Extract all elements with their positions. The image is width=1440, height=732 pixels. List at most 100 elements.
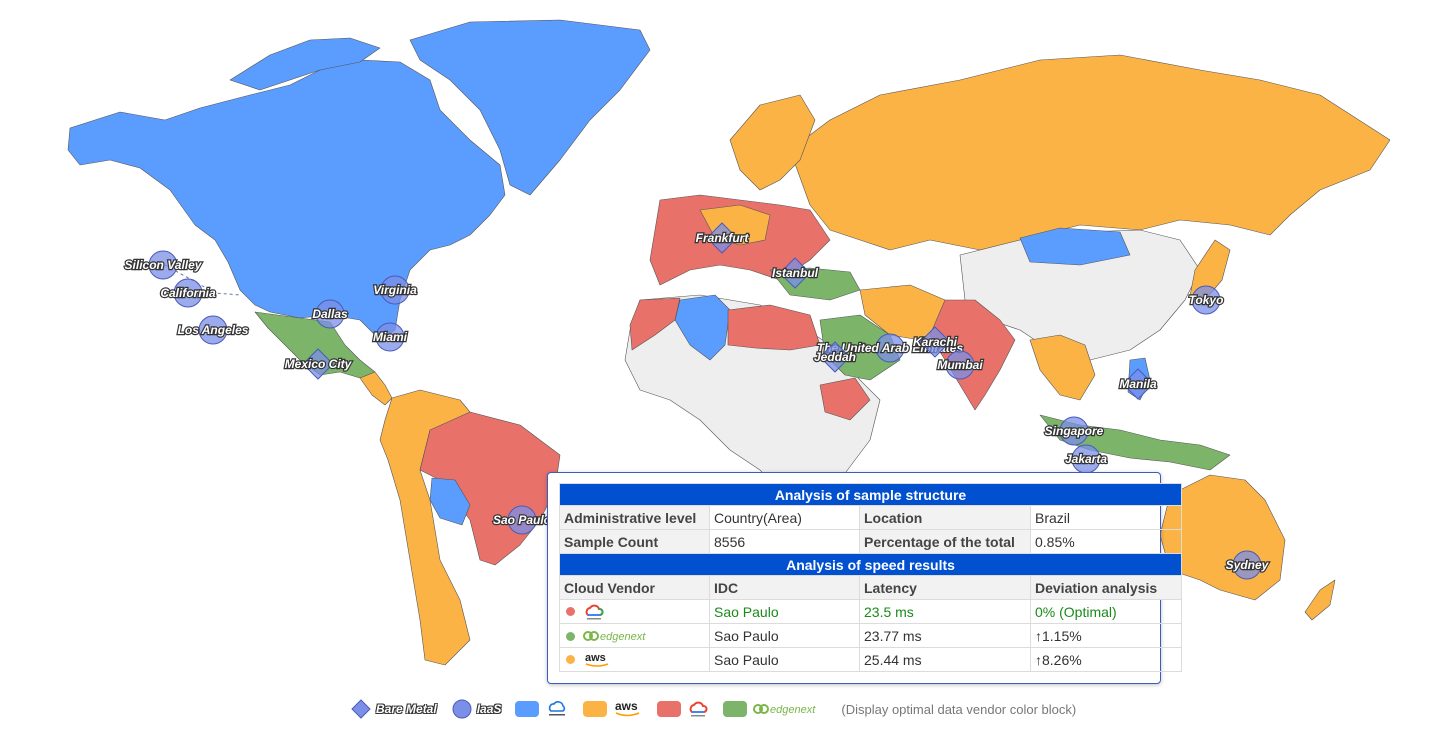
city-label: Tokyo [1189,293,1224,307]
region-new-zealand [1304,579,1336,621]
city-marker-virginia[interactable] [380,275,410,305]
vendor-dot [566,655,575,665]
vendor-dot [566,631,575,641]
row-latency: 23.77 ms [859,623,1031,648]
city-marker-tokyo[interactable] [1191,285,1221,315]
legend-azure[interactable] [515,700,569,718]
azure-cloud-logo-icon [549,701,566,716]
city-label: Dallas [312,307,348,321]
region-libya-egypt [727,304,821,351]
city-marker-mumbai[interactable] [945,350,975,380]
percentage-label: Percentage of the total [859,529,1031,554]
city-marker-dallas[interactable] [315,299,345,329]
col-idc: IDC [709,575,860,600]
city-label: Mexico City [285,357,353,371]
col-latency: Latency [859,575,1031,600]
city-label: Mumbai [937,358,983,372]
aws-swatch [583,701,608,717]
legend-note: (Display optimal data vendor color block… [841,701,1077,717]
azure-swatch [515,701,540,717]
google-cloud-logo-icon [585,604,604,620]
city-label: Frankfurt [696,231,750,245]
edgenext-legend-text: edgenext [770,704,816,716]
row-deviation: 0% (Optimal) [1029,599,1183,624]
region-bolivia[interactable] [429,477,471,526]
google-cloud-legend-icon [690,701,708,717]
edgenext-swatch [723,701,748,717]
city-marker-frankfurt[interactable] [706,222,738,254]
circle-icon [452,699,472,719]
legend-google[interactable] [657,700,709,718]
region-greenland[interactable] [409,19,651,196]
city-label: Sao Paulo [493,513,551,527]
region-mongolia [1019,227,1131,266]
city-marker-singapore[interactable] [1059,416,1089,446]
legend-aws[interactable]: aws [583,699,643,719]
legend-bare-metal-label: Bare Metal [376,702,437,716]
city-label: Jeddah [814,350,856,364]
table-row: aws Sao Paulo 25.44 ms ↑8.26% [559,647,1183,672]
admin-level-value: Country(Area) [709,505,860,530]
region-scandinavia [729,94,816,191]
city-label: California [160,286,216,300]
region-ethiopia [819,377,871,421]
city-marker-miami[interactable] [375,322,405,352]
city-markers: Silicon Valley California Los Angeles Dalla… [123,222,1271,580]
city-label: Karachi [913,335,958,349]
region-japan [1189,239,1231,301]
city-marker-sao-paulo[interactable] [507,505,537,535]
connector-line [164,264,241,296]
city-marker-silicon-valley[interactable] [148,250,178,280]
info-table: Analysis of sample structure Administrat… [558,483,1183,672]
city-marker-los-angeles[interactable] [198,315,228,345]
speed-title: Analysis of speed results [558,553,1183,576]
col-vendor: Cloud Vendor [559,575,710,600]
aws-logo-text: aws [585,652,606,664]
edgenext-logo-text: edgenext [600,631,646,643]
city-marker-karachi[interactable] [919,326,951,358]
tooltip-panel: Analysis of sample structure Administrat… [547,472,1183,684]
city-marker-istanbul[interactable] [779,257,811,289]
city-marker-manila[interactable] [1122,368,1154,400]
edgenext-legend-icon: edgenext [753,704,817,716]
admin-level-label: Administrative level [559,505,710,530]
region-central-america [359,371,393,406]
row-idc: Sao Paulo [709,647,860,672]
location-label: Location [859,505,1031,530]
city-label: Sydney [1226,558,1270,572]
row-latency: 23.5 ms [859,599,1031,624]
region-algeria[interactable] [674,294,731,361]
city-label: Virginia [373,283,417,297]
aws-legend-logo-icon: aws [615,699,640,717]
region-morocco [629,297,681,351]
legend-iaas-label: IaaS [476,702,502,716]
row-deviation: ↑8.26% [1029,647,1183,672]
region-north-america[interactable] [67,59,506,341]
city-label: Jakarta [1065,452,1107,466]
legend-edgenext[interactable]: edgenext [723,701,825,717]
city-marker-california[interactable] [173,278,203,308]
legend-bare-metal[interactable]: Bare Metal [350,698,437,720]
city-marker-jeddah[interactable] [819,341,851,373]
table-row: Sao Paulo 23.5 ms 0% (Optimal) [559,599,1183,624]
row-deviation: ↑1.15% [1029,623,1183,648]
city-label: Singapore [1045,424,1104,438]
region-canada-islands [229,37,381,91]
sample-count-label: Sample Count [559,529,710,554]
legend-iaas[interactable]: IaaS [451,698,502,720]
edgenext-logo-icon: edgenext [583,631,646,643]
row-idc: Sao Paulo [709,623,860,648]
aws-legend-text: aws [615,699,638,713]
city-marker-sydney[interactable] [1232,550,1262,580]
region-russia[interactable] [789,54,1391,251]
location-value: Brazil [1029,505,1183,530]
city-marker-the-united-arab-emirates[interactable] [875,333,905,363]
city-label: Los Angeles [178,323,249,337]
row-latency: 25.44 ms [859,647,1031,672]
aws-logo-icon: aws [585,652,609,667]
row-idc: Sao Paulo [709,599,860,624]
city-marker-mexico-city[interactable] [302,348,334,380]
map-legend: Bare Metal IaaS aws edgenext (Display op… [350,698,1076,720]
sample-count-value: 8556 [709,529,860,554]
